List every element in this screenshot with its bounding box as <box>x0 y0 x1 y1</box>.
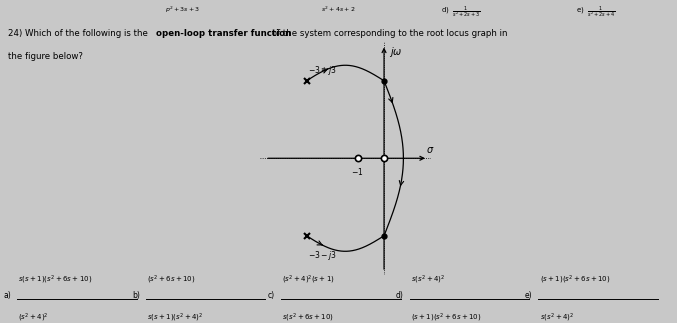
Text: $s(s^2+4)^2$: $s(s^2+4)^2$ <box>411 274 445 286</box>
Text: $(s^2+4)^2$: $(s^2+4)^2$ <box>18 312 49 323</box>
Text: open-loop transfer function: open-loop transfer function <box>156 29 291 38</box>
Text: $s^2+4s+2$: $s^2+4s+2$ <box>322 5 355 14</box>
Text: e): e) <box>525 291 532 300</box>
Text: e)  $\frac{1}{s^2+2s+4}$: e) $\frac{1}{s^2+2s+4}$ <box>576 5 615 20</box>
Text: $s(s^2+6s+10)$: $s(s^2+6s+10)$ <box>282 312 334 323</box>
Text: $-3+j3$: $-3+j3$ <box>308 64 336 77</box>
Text: of the system corresponding to the root locus graph in: of the system corresponding to the root … <box>269 29 508 38</box>
Text: $(s+1)(s^2+6s+10)$: $(s+1)(s^2+6s+10)$ <box>411 312 481 323</box>
Text: d)  $\frac{1}{s^2+2s+3}$: d) $\frac{1}{s^2+2s+3}$ <box>441 5 480 20</box>
Text: $p^2+3s+3$: $p^2+3s+3$ <box>165 5 200 15</box>
Text: $-3-j3$: $-3-j3$ <box>308 249 336 262</box>
Text: $s(s+1)(s^2+6s+10)$: $s(s+1)(s^2+6s+10)$ <box>18 274 93 286</box>
Text: c): c) <box>267 291 275 300</box>
Text: $\sigma$: $\sigma$ <box>427 145 435 155</box>
Text: the figure below?: the figure below? <box>8 52 83 61</box>
Text: $(s^2+6s+10)$: $(s^2+6s+10)$ <box>147 274 195 286</box>
Text: $j\omega$: $j\omega$ <box>389 45 402 58</box>
Text: b): b) <box>132 291 140 300</box>
Text: $s(s+1)(s^2+4)^2$: $s(s+1)(s^2+4)^2$ <box>147 312 203 323</box>
Text: $(s^2+4)^2(s+1)$: $(s^2+4)^2(s+1)$ <box>282 274 335 286</box>
Text: d): d) <box>396 291 404 300</box>
Text: $s(s^2+4)^2$: $s(s^2+4)^2$ <box>540 312 573 323</box>
Text: $-1$: $-1$ <box>351 165 363 176</box>
Text: a): a) <box>3 291 11 300</box>
Text: 24) Which of the following is the: 24) Which of the following is the <box>8 29 151 38</box>
Text: $(s+1)(s^2+6s+10)$: $(s+1)(s^2+6s+10)$ <box>540 274 610 286</box>
